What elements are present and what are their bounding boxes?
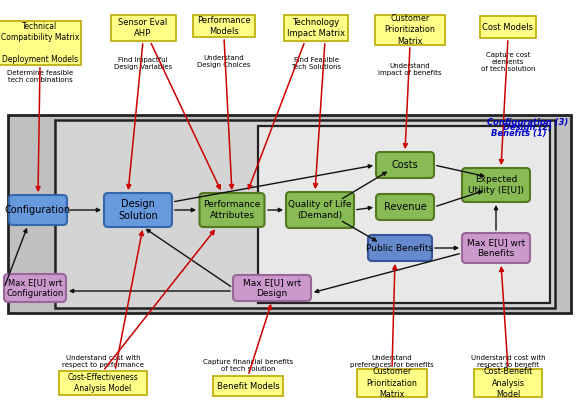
Text: Capture financial benefits
of tech solution: Capture financial benefits of tech solut… [203, 359, 293, 372]
FancyBboxPatch shape [233, 275, 311, 301]
Bar [357, 369, 427, 397]
FancyBboxPatch shape [376, 152, 434, 178]
Text: Understand
Design Choices: Understand Design Choices [197, 55, 251, 68]
Bar [375, 15, 445, 45]
Text: Costs: Costs [392, 160, 418, 170]
Bar [474, 369, 542, 397]
Text: Max E[U] wrt
Benefits: Max E[U] wrt Benefits [467, 238, 525, 258]
Text: Configuration (3): Configuration (3) [487, 118, 568, 127]
Text: Understand cost with
respect to performance: Understand cost with respect to performa… [62, 355, 144, 368]
Text: Max E[U] wrt
Design: Max E[U] wrt Design [243, 278, 301, 298]
Text: Benefit Models: Benefit Models [216, 381, 280, 391]
Text: Public Benefits: Public Benefits [367, 244, 434, 252]
Text: Design (2): Design (2) [503, 123, 552, 132]
Text: Capture cost
elements
of tech solution: Capture cost elements of tech solution [481, 52, 535, 72]
Text: Find Feasible
Tech Solutions: Find Feasible Tech Solutions [291, 57, 341, 70]
Text: Revenue: Revenue [383, 202, 426, 212]
Text: Max E[U] wrt
Configuration: Max E[U] wrt Configuration [6, 278, 64, 298]
Text: Cost Models: Cost Models [483, 22, 534, 32]
Bar [8, 115, 571, 313]
Text: Technology
Impact Matrix: Technology Impact Matrix [287, 18, 345, 38]
Text: Find Impactful
Design Variables: Find Impactful Design Variables [114, 57, 172, 70]
Text: Design
Solution: Design Solution [118, 199, 158, 221]
Text: Cost-Benefit
Analysis
Model: Cost-Benefit Analysis Model [483, 367, 532, 398]
Bar [284, 15, 348, 41]
FancyBboxPatch shape [462, 168, 530, 202]
Text: Expected
Utility (E[U]): Expected Utility (E[U]) [468, 175, 524, 195]
Text: Configuration: Configuration [5, 205, 71, 215]
Text: Performance
Models: Performance Models [197, 16, 251, 36]
Bar [59, 371, 147, 395]
Bar [0, 21, 81, 65]
Bar [111, 15, 176, 41]
Text: Understand cost with
respect to benefit: Understand cost with respect to benefit [471, 355, 545, 368]
Bar [480, 16, 536, 38]
FancyBboxPatch shape [4, 274, 66, 302]
Text: Determine feasible
tech combinations: Determine feasible tech combinations [7, 70, 73, 83]
Text: Customer
Prioritization
Matrix: Customer Prioritization Matrix [367, 367, 418, 398]
Text: Performance
Attributes: Performance Attributes [204, 200, 260, 220]
Bar [55, 120, 555, 308]
Text: Technical
Compatibility Matrix

Deployment Models: Technical Compatibility Matrix Deploymen… [1, 22, 79, 64]
Text: Benefits (1): Benefits (1) [491, 129, 547, 138]
FancyBboxPatch shape [9, 195, 67, 225]
Text: Customer
Prioritization
Matrix: Customer Prioritization Matrix [385, 15, 436, 46]
Text: Cost-Effectiveness
Analysis Model: Cost-Effectiveness Analysis Model [68, 373, 139, 393]
FancyBboxPatch shape [104, 193, 172, 227]
Bar [213, 376, 283, 396]
FancyBboxPatch shape [368, 235, 432, 261]
Bar [193, 15, 255, 37]
FancyBboxPatch shape [376, 194, 434, 220]
FancyBboxPatch shape [286, 192, 354, 228]
Text: Understand
preferences for benefits: Understand preferences for benefits [350, 355, 434, 368]
Text: Sensor Eval
AHP: Sensor Eval AHP [118, 18, 168, 38]
Bar [258, 126, 550, 303]
FancyBboxPatch shape [462, 233, 530, 263]
Text: Quality of Life
(Demand): Quality of Life (Demand) [288, 200, 351, 220]
FancyBboxPatch shape [200, 193, 264, 227]
Text: Understand
impact of benefits: Understand impact of benefits [378, 63, 442, 76]
